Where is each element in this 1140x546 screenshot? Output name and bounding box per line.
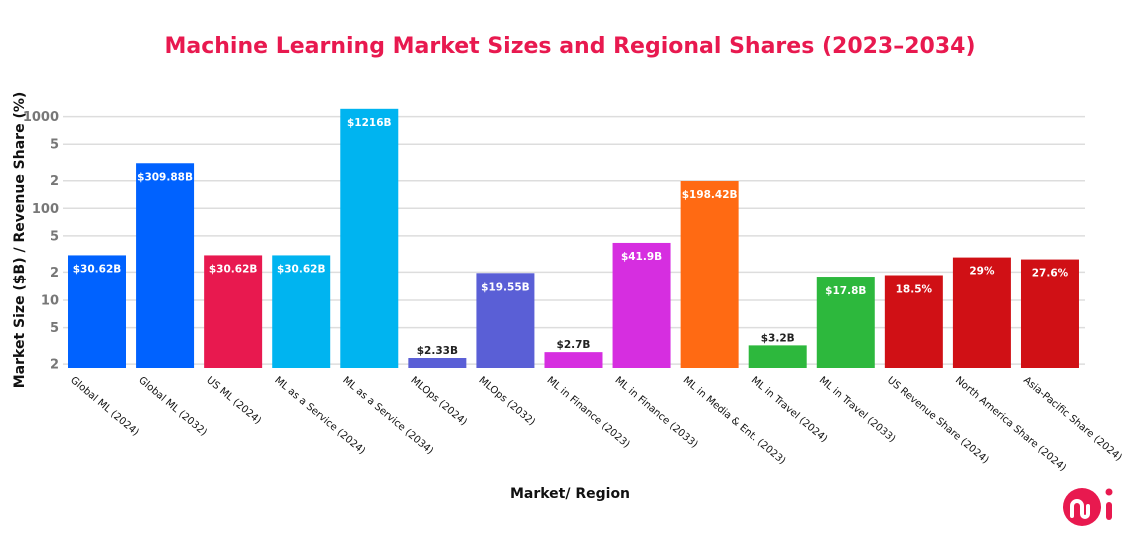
y-tick-label: 5 xyxy=(50,138,59,153)
x-tick-label: MLOps (2032) xyxy=(476,375,537,428)
data-label: $1216B xyxy=(347,117,392,129)
bar xyxy=(612,242,671,368)
y-tick-label: 2 xyxy=(50,174,59,189)
x-tick-label: US ML (2024) xyxy=(204,375,263,427)
data-label: $198.42B xyxy=(682,189,738,201)
data-label: $309.88B xyxy=(137,171,193,183)
y-tick-label: 1000 xyxy=(23,110,59,125)
logo-i-stem xyxy=(1106,502,1112,520)
data-label: $17.8B xyxy=(825,285,866,297)
x-tick-label: ML in Travel (2033) xyxy=(817,375,898,445)
bar xyxy=(68,255,126,368)
data-label: 29% xyxy=(969,266,995,278)
bar xyxy=(204,255,263,368)
data-label: $3.2B xyxy=(761,332,795,344)
x-tick-label: ML in Travel (2024) xyxy=(749,375,830,445)
data-label: $30.62B xyxy=(277,263,326,275)
bar xyxy=(340,108,399,369)
y-tick-label: 10 xyxy=(41,294,59,309)
bar xyxy=(816,277,875,368)
y-axis-title: Market Size ($B) / Revenue Share (%) xyxy=(12,92,28,389)
data-label: $30.62B xyxy=(209,263,258,275)
logo-icon-stroke xyxy=(1070,499,1090,519)
x-tick-label: North America Share (2024) xyxy=(953,375,1068,474)
bar xyxy=(136,163,195,368)
bar xyxy=(952,257,1011,368)
data-label: $2.33B xyxy=(417,345,458,357)
chart-title: Machine Learning Market Sizes and Region… xyxy=(164,34,976,59)
x-tick-label: Global ML (2032) xyxy=(136,375,209,439)
data-label: $41.9B xyxy=(621,251,662,263)
data-label: $19.55B xyxy=(481,281,530,293)
y-tick-label: 2 xyxy=(50,358,59,373)
data-label: 27.6% xyxy=(1032,268,1069,280)
data-label: 18.5% xyxy=(896,284,933,296)
bar xyxy=(544,352,603,368)
x-tick-label: MLOps (2024) xyxy=(408,375,469,428)
x-axis-title: Market/ Region xyxy=(510,486,630,502)
bar xyxy=(408,358,467,368)
data-label: $2.7B xyxy=(557,339,591,351)
bar xyxy=(1020,259,1079,368)
bar xyxy=(748,345,807,368)
y-tick-label: 2 xyxy=(50,266,59,281)
y-tick-label: 100 xyxy=(32,202,59,217)
data-label: $30.62B xyxy=(73,263,122,275)
x-tick-label: Global ML (2024) xyxy=(68,375,141,439)
y-tick-label: 5 xyxy=(50,321,59,336)
bar xyxy=(272,255,331,368)
bar xyxy=(884,275,943,368)
logo-i-dot xyxy=(1105,488,1113,496)
y-tick-label: 5 xyxy=(50,229,59,244)
bar xyxy=(680,181,739,368)
bar xyxy=(476,273,535,368)
